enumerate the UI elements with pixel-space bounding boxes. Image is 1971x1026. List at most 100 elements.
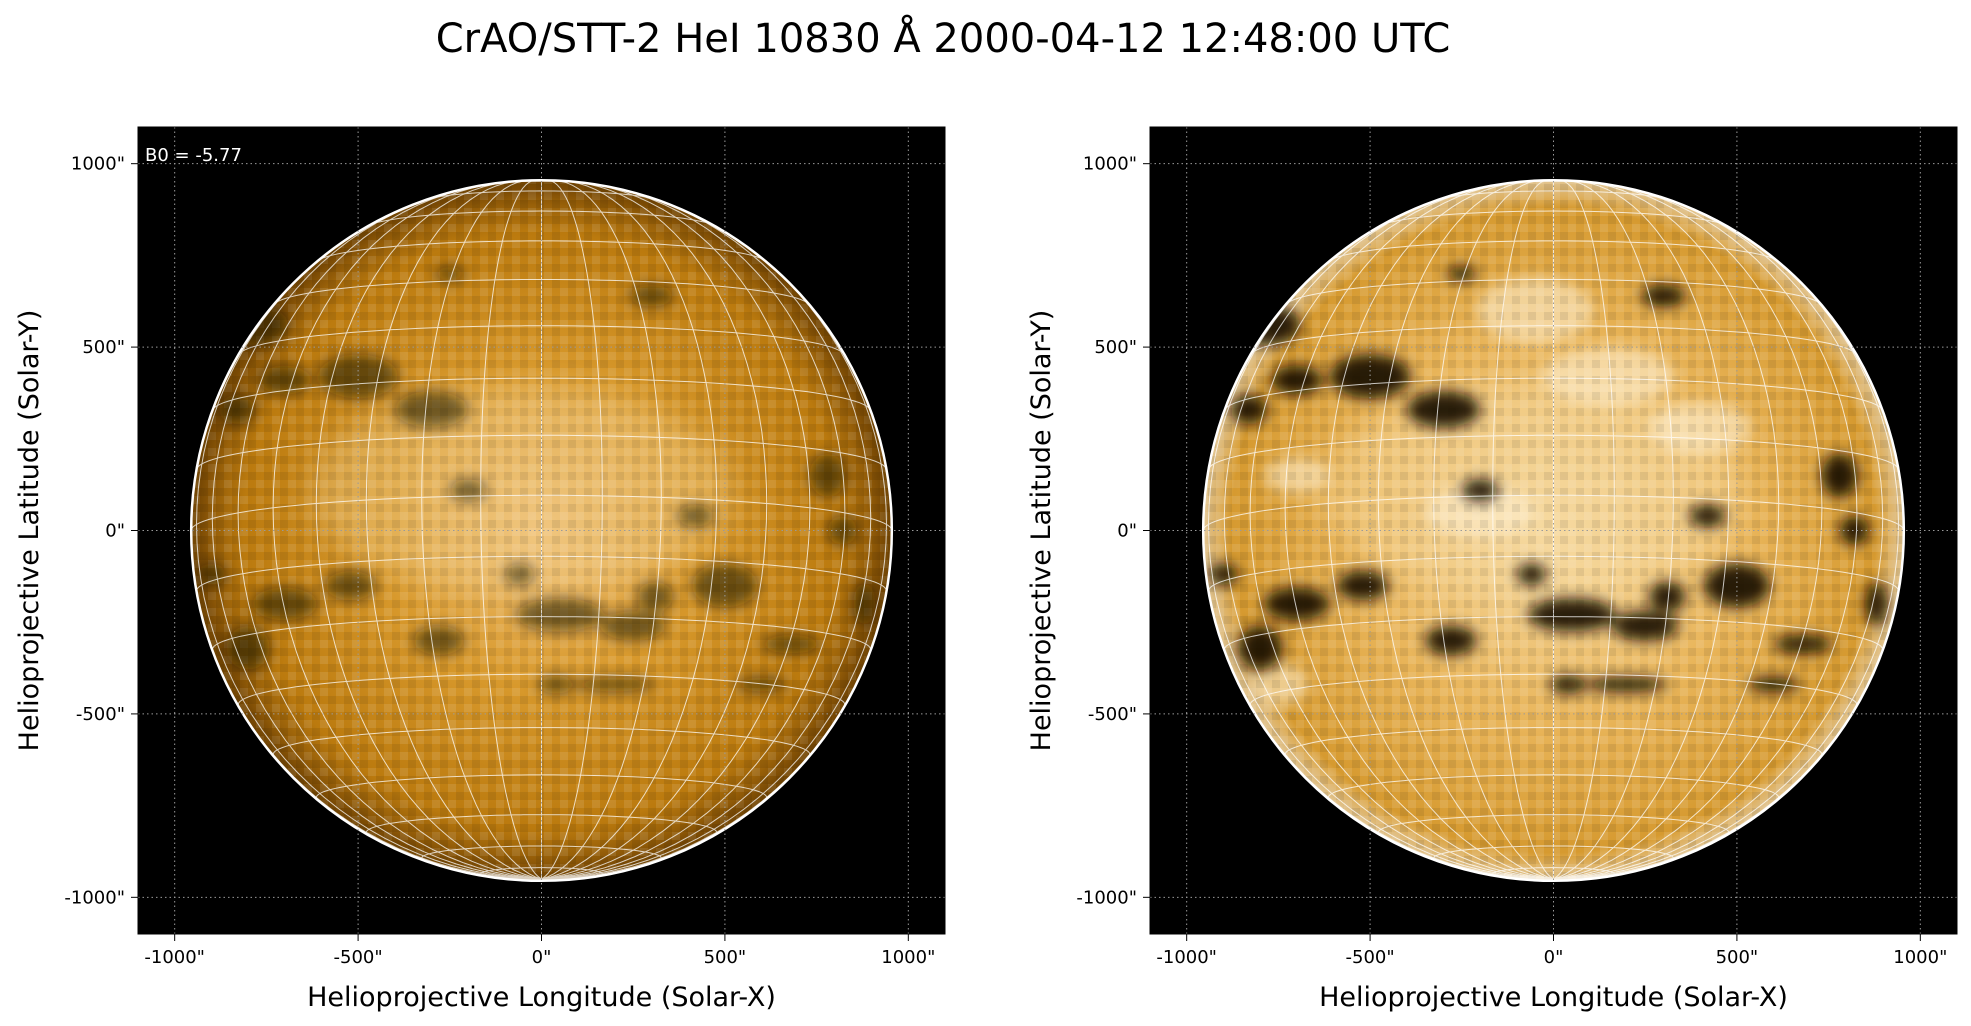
longitude-line [541, 181, 718, 880]
dark-region [574, 677, 656, 692]
longitude-line [1377, 181, 1554, 880]
longitude-line [1553, 185, 1858, 880]
solar-limb [189, 178, 894, 883]
longitude-line [1492, 179, 1554, 880]
heliographic-grid [190, 179, 893, 882]
longitude-line [541, 180, 662, 880]
dark-region [515, 598, 604, 632]
dark-region [413, 625, 465, 656]
y-tick-label: 0" [1117, 521, 1137, 542]
longitude-line [1327, 181, 1554, 880]
y-tick-label: 500" [82, 337, 125, 358]
longitude-line [541, 179, 603, 880]
x-tick-label: 0" [1544, 947, 1564, 968]
longitude-line [272, 182, 542, 880]
longitude-line [1553, 181, 1730, 880]
longitude-line [1284, 182, 1554, 880]
dark-region [537, 675, 575, 694]
x-tick-label: 0" [532, 947, 552, 968]
dark-region [1263, 587, 1330, 621]
dark-region [853, 581, 876, 626]
y-tick-label: -500" [1088, 704, 1137, 725]
b0-annotation: B0 = -5.77 [145, 145, 242, 166]
dark-region [325, 570, 377, 601]
x-axis-label: Helioprojective Longitude (Solar-X) [307, 982, 776, 1013]
y-axis-label: Helioprojective Latitude (Solar-Y) [1026, 310, 1057, 752]
right-panel: -1000" -500" 0" 500" 1000" 1000" 500" 0" -500" -1… [1026, 126, 1958, 1013]
longitude-line [1433, 180, 1554, 880]
y-tick-label: 0" [105, 521, 125, 542]
x-tick-label: -500" [334, 947, 383, 968]
longitude-line [541, 194, 872, 880]
dark-region [691, 563, 758, 608]
dark-region [1703, 563, 1770, 608]
x-tick-label: 500" [704, 947, 747, 968]
x-tick-label: -1000" [144, 947, 205, 968]
y-tick-label: 1000" [1083, 154, 1137, 175]
longitude-line [237, 185, 542, 880]
dark-features [1208, 266, 1888, 694]
longitude-line [421, 180, 542, 880]
longitude-line [1553, 182, 1823, 880]
dark-region [1865, 581, 1888, 626]
y-tick-label: 1000" [71, 154, 125, 175]
dark-region [251, 587, 318, 621]
longitude-line [541, 182, 811, 880]
x-tick-label: -1000" [1156, 947, 1217, 968]
dark-region [1447, 266, 1477, 282]
y-tick-label: -1000" [1076, 887, 1137, 908]
longitude-line [365, 181, 542, 880]
longitude-line [195, 225, 542, 880]
dark-region [1612, 611, 1679, 641]
x-tick-label: 1000" [1893, 947, 1947, 968]
left-panel: -1000" -500" 0" 500" 1000" 1000" 500" 0" -500" -1… [14, 126, 946, 1013]
longitude-line [1553, 179, 1615, 880]
longitude-line [211, 194, 542, 880]
dark-region [1821, 453, 1858, 498]
dark-region [435, 266, 465, 282]
dark-region [1839, 515, 1869, 546]
y-tick-label: -500" [76, 704, 125, 725]
x-tick-label: 1000" [881, 947, 935, 968]
dark-region [1773, 635, 1833, 654]
dark-region [1516, 563, 1547, 586]
longitude-line [315, 181, 542, 880]
dark-region [1641, 284, 1686, 307]
dark-region [1271, 365, 1323, 395]
longitude-line [1223, 194, 1554, 880]
x-tick-label: 500" [1716, 947, 1759, 968]
longitude-line [1553, 194, 1884, 880]
dark-region [600, 611, 667, 641]
dark-region [827, 515, 857, 546]
dark-region [1689, 504, 1726, 527]
dark-region [1230, 394, 1268, 425]
longitude-line [1249, 185, 1554, 880]
dark-region [1586, 677, 1668, 692]
y-axis-label: Helioprojective Latitude (Solar-Y) [14, 310, 45, 752]
dark-region [677, 504, 714, 527]
dark-region [196, 563, 227, 586]
longitude-line [541, 185, 846, 880]
dark-region [735, 677, 788, 692]
longitude-line [1553, 181, 1780, 880]
solar-limb [1201, 178, 1906, 883]
dark-region [809, 453, 846, 498]
dark-region [1425, 625, 1477, 656]
dark-features [196, 266, 876, 694]
dark-region [394, 391, 469, 428]
dark-region [1337, 570, 1389, 601]
dark-region [1549, 675, 1587, 694]
y-tick-label: -1000" [64, 887, 125, 908]
longitude-line [480, 179, 542, 880]
dark-region [1747, 677, 1800, 692]
dark-region [1406, 391, 1481, 428]
longitude-line [1553, 225, 1900, 880]
longitude-line [1207, 225, 1554, 880]
dark-region [1208, 563, 1239, 586]
x-axis-label: Helioprojective Longitude (Solar-X) [1319, 982, 1788, 1013]
dark-region [317, 354, 399, 399]
dark-region [259, 365, 311, 395]
x-tick-label: -500" [1346, 947, 1395, 968]
dark-region [504, 563, 535, 586]
dark-region [1527, 598, 1616, 632]
